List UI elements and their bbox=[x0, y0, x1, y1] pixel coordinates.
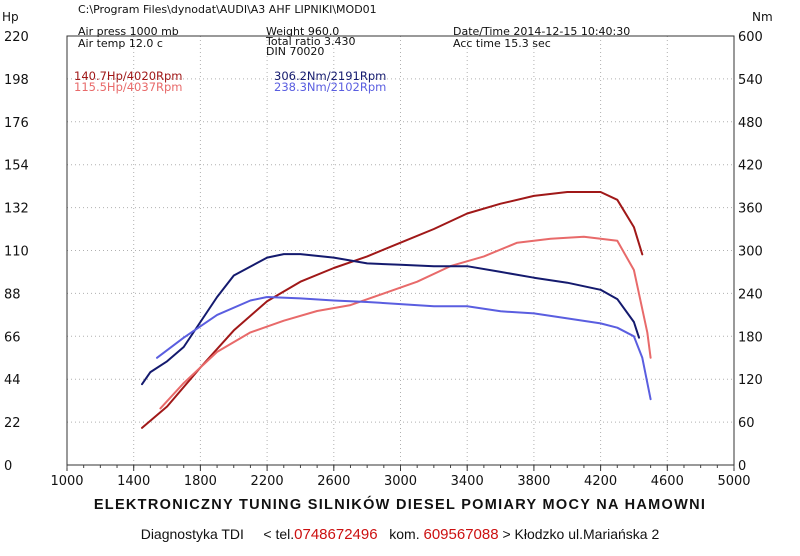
left-tick-label: 66 bbox=[4, 330, 21, 345]
legend-torque-mod: 306.2Nm/2191Rpm bbox=[274, 69, 387, 83]
left-tick-label: 44 bbox=[4, 373, 21, 388]
left-tick-label: 154 bbox=[4, 159, 29, 174]
footer-diag: Diagnostyka TDI bbox=[140, 526, 244, 542]
series-line-power_std bbox=[159, 235, 652, 410]
left-tick-label: 22 bbox=[4, 416, 21, 431]
series-line-torque_std bbox=[156, 296, 652, 401]
file-path: C:\Program Files\dynodat\AUDI\A3 AHF LIP… bbox=[78, 3, 377, 16]
right-tick-label: 600 bbox=[738, 30, 763, 45]
x-tick-label: 3000 bbox=[384, 474, 417, 489]
weight: Weight 960.0 bbox=[266, 25, 340, 38]
axes: 0 0 22 60 44 120 66 180 88 240 110 300 132 360 154 420 1… bbox=[4, 30, 763, 489]
x-tick-label: 2200 bbox=[251, 474, 284, 489]
x-tick-label: 2600 bbox=[317, 474, 350, 489]
left-tick-label: 176 bbox=[4, 116, 29, 131]
footer-kom-prefix: kom. bbox=[389, 526, 420, 542]
series-lines bbox=[141, 191, 652, 429]
left-tick-label: 132 bbox=[4, 202, 29, 217]
right-tick-label: 120 bbox=[738, 373, 763, 388]
x-tick-label: 3800 bbox=[517, 474, 550, 489]
legend-torque-std: 238.3Nm/2102Rpm bbox=[274, 80, 387, 94]
right-tick-label: 180 bbox=[738, 330, 763, 345]
footer-tel: 0748672496 bbox=[294, 526, 378, 543]
left-tick-label: 0 bbox=[4, 459, 12, 474]
right-tick-label: 540 bbox=[738, 73, 763, 88]
right-tick-label: 300 bbox=[738, 245, 763, 260]
legend-power-std: 115.5Hp/4037Rpm bbox=[74, 80, 183, 94]
right-axis-label: Nm bbox=[752, 10, 773, 24]
x-tick-label: 5000 bbox=[717, 474, 750, 489]
date-time: Date/Time 2014-12-15 10:40:30 bbox=[453, 25, 631, 38]
series-line-torque_mod bbox=[141, 253, 640, 386]
din-standard: DIN 70020 bbox=[266, 45, 325, 58]
legend-power-mod: 140.7Hp/4020Rpm bbox=[74, 69, 183, 83]
right-tick-label: 60 bbox=[738, 416, 755, 431]
footer-tel-prefix: < tel. bbox=[263, 526, 295, 542]
left-axis-label: Hp bbox=[2, 10, 19, 24]
left-tick-label: 88 bbox=[4, 287, 21, 302]
left-tick-label: 110 bbox=[4, 245, 29, 260]
x-tick-label: 1400 bbox=[117, 474, 150, 489]
x-tick-label: 4600 bbox=[651, 474, 684, 489]
air-temp: Air temp 12.0 c bbox=[78, 37, 163, 50]
right-tick-label: 420 bbox=[738, 159, 763, 174]
acc-time: Acc time 15.3 sec bbox=[453, 37, 551, 50]
footer-address: > Kłodzko ul.Mariańska 2 bbox=[502, 526, 660, 542]
air-press: Air press 1000 mb bbox=[78, 25, 179, 38]
plot-frame bbox=[66, 35, 735, 466]
x-tick-label: 4200 bbox=[584, 474, 617, 489]
right-tick-label: 480 bbox=[738, 116, 763, 131]
right-tick-label: 0 bbox=[738, 459, 746, 474]
left-tick-label: 198 bbox=[4, 73, 29, 88]
x-tick-label: 1800 bbox=[184, 474, 217, 489]
series-line-power_mod bbox=[141, 191, 644, 429]
right-tick-label: 240 bbox=[738, 287, 763, 302]
footer-title: ELEKTRONICZNY TUNING SILNIKÓW DIESEL POM… bbox=[93, 497, 707, 513]
footer-contact: Diagnostyka TDI < tel.0748672496 kom. 60… bbox=[0, 526, 800, 543]
x-tick-label: 3400 bbox=[451, 474, 484, 489]
left-tick-label: 220 bbox=[4, 30, 29, 45]
footer-kom: 609567088 bbox=[423, 526, 499, 543]
x-tick-label: 1000 bbox=[50, 474, 83, 489]
total-ratio: Total ratio 3.430 bbox=[266, 35, 356, 48]
right-tick-label: 360 bbox=[738, 202, 763, 217]
